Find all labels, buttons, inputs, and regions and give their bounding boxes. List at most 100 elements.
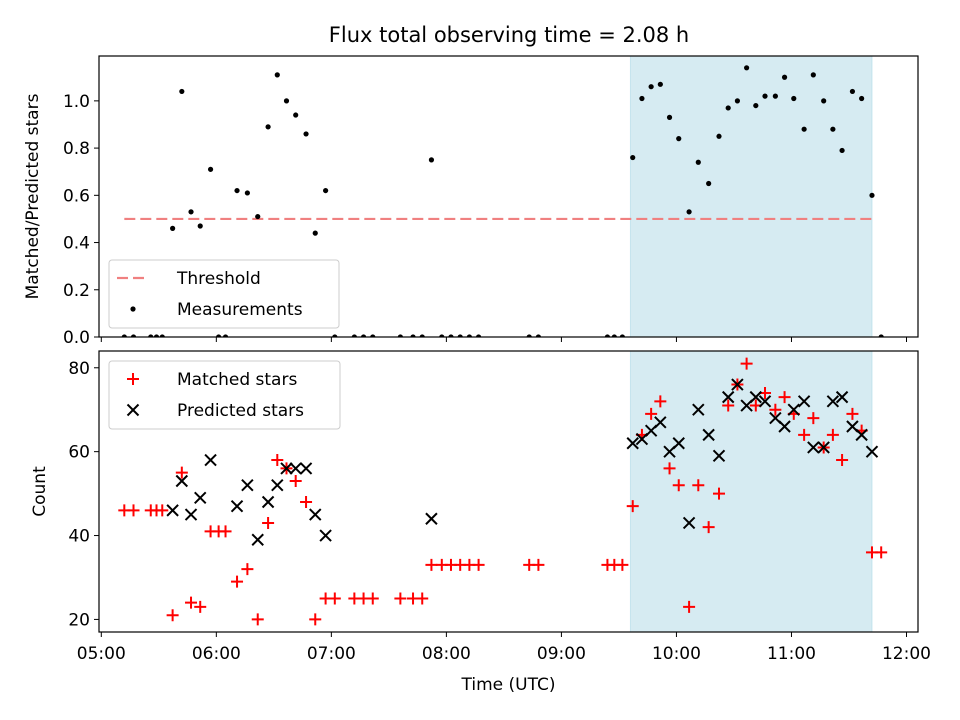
data-point <box>801 126 807 132</box>
data-point <box>170 225 176 231</box>
data-point <box>293 112 299 118</box>
data-point <box>648 84 654 90</box>
data-point <box>769 403 782 416</box>
data-point <box>425 512 438 525</box>
data-point <box>366 592 379 605</box>
data-point <box>797 395 811 408</box>
data-point <box>702 428 715 442</box>
data-point <box>639 95 645 102</box>
data-point <box>821 98 827 104</box>
y-tick-label: 0.0 <box>63 328 90 348</box>
data-point <box>526 334 532 337</box>
data-point <box>207 166 214 172</box>
data-point <box>753 102 759 109</box>
data-point <box>616 558 629 571</box>
data-point <box>251 613 264 626</box>
x-tick-label: 07:00 <box>307 644 356 664</box>
x-tick-label: 11:00 <box>767 644 816 664</box>
y-tick-label: 60 <box>68 443 90 463</box>
data-point <box>261 495 275 509</box>
data-point <box>475 334 482 337</box>
data-point <box>466 334 472 337</box>
plot-area <box>118 357 888 626</box>
data-point <box>744 65 750 71</box>
data-point <box>630 154 636 161</box>
legend-box <box>108 360 341 430</box>
y-tick-label: 0.2 <box>63 281 90 301</box>
data-point <box>683 600 696 613</box>
data-point <box>721 390 735 404</box>
data-point <box>692 403 705 416</box>
data-point <box>300 495 313 508</box>
data-point <box>448 334 454 337</box>
data-point <box>194 600 207 613</box>
data-point <box>807 412 820 425</box>
legend-label: Measurements <box>177 300 303 320</box>
bottom-panel: 20 40 60 80 05:00 06:00 07:00 08:00 09:00 10:00 11… <box>30 350 931 695</box>
data-point <box>121 334 127 337</box>
x-tick-label: 12:00 <box>882 644 931 664</box>
data-point <box>175 474 189 488</box>
data-point <box>865 445 879 458</box>
y-tick-label: 40 <box>68 527 90 547</box>
x-tick-label: 08:00 <box>422 644 471 664</box>
data-point <box>319 529 332 542</box>
data-point <box>702 521 715 534</box>
data-point <box>425 558 438 571</box>
data-point <box>762 93 768 99</box>
legend-marker-plus <box>127 373 139 385</box>
data-point <box>787 403 800 416</box>
axes-frame <box>98 55 919 338</box>
series-matched-stars <box>118 357 888 626</box>
data-point <box>807 441 820 454</box>
legend: Threshold Measurements <box>108 259 340 329</box>
data-point <box>428 157 435 163</box>
data-point <box>716 133 722 139</box>
legend-box <box>108 259 340 329</box>
data-point <box>758 395 772 408</box>
data-point <box>846 407 859 420</box>
data-point <box>439 334 445 337</box>
data-point <box>351 334 357 337</box>
data-point <box>817 441 830 454</box>
data-point <box>332 334 338 337</box>
data-point <box>682 516 696 530</box>
data-point <box>722 399 735 412</box>
data-point <box>283 98 290 104</box>
data-point <box>194 491 207 504</box>
data-point <box>166 504 179 517</box>
data-point <box>875 546 888 559</box>
data-point <box>156 504 169 517</box>
data-point <box>869 192 875 198</box>
data-point <box>604 334 611 337</box>
data-point <box>153 334 160 337</box>
y-tick-label: 0.8 <box>63 139 90 159</box>
data-point <box>645 407 658 420</box>
data-point <box>749 390 763 404</box>
data-point <box>312 230 318 236</box>
data-point <box>179 88 185 95</box>
shaded-interval <box>629 350 873 633</box>
data-point <box>231 575 244 588</box>
data-point <box>289 475 302 488</box>
plot-area <box>121 65 884 337</box>
data-point <box>244 190 250 196</box>
y-tick-label: 20 <box>68 610 90 630</box>
x-tick-label: 10:00 <box>652 644 701 664</box>
data-point <box>830 126 836 132</box>
data-point <box>839 147 845 154</box>
data-point <box>619 334 625 337</box>
data-point <box>271 454 284 467</box>
data-point <box>370 334 376 337</box>
data-point <box>360 334 367 337</box>
data-point <box>184 508 198 521</box>
data-point <box>251 533 264 546</box>
data-point <box>185 596 198 609</box>
data-point <box>663 462 676 475</box>
data-point <box>725 105 731 111</box>
data-point <box>271 479 284 492</box>
y-axis-label: Count <box>30 466 50 517</box>
data-point <box>230 499 244 513</box>
data-point <box>676 136 682 142</box>
